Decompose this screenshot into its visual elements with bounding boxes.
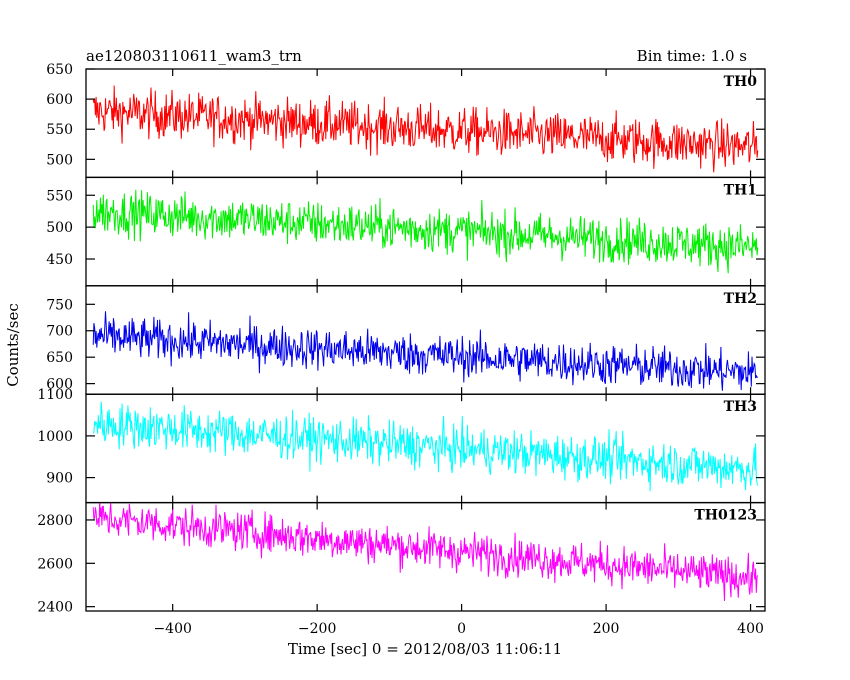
panel-label: TH0 bbox=[724, 74, 758, 90]
panel-th1: 450 500 550 TH1 bbox=[46, 176, 766, 287]
bin-time-label: Bin time: 1.0 s bbox=[637, 47, 747, 65]
panel-th0: 500 550 600 650 TH0 bbox=[46, 62, 766, 179]
panel-label: TH0123 bbox=[694, 508, 757, 524]
x-axis-label: Time [sec] 0 = 2012/08/03 11:06:11 bbox=[288, 640, 562, 658]
y-tick-label: 650 bbox=[46, 350, 73, 366]
y-tick-label: 700 bbox=[46, 324, 73, 340]
y-tick-label: 500 bbox=[46, 152, 73, 168]
y-tick-label: 600 bbox=[46, 377, 73, 393]
y-tick-label: 1000 bbox=[37, 429, 73, 445]
y-tick-label: 900 bbox=[46, 471, 73, 487]
x-tick-label: 400 bbox=[737, 621, 764, 637]
y-tick-label: 450 bbox=[46, 252, 73, 268]
y-tick-label: 2400 bbox=[37, 600, 73, 616]
y-axis-label: Counts/sec bbox=[4, 303, 22, 387]
panel-th2: 600 650 700 750 TH2 bbox=[46, 285, 766, 395]
panel-th0123: 2400 2600 2800 TH0123 bbox=[37, 501, 766, 616]
series-line-th0123 bbox=[92, 502, 759, 602]
y-tick-label: 600 bbox=[46, 92, 73, 108]
x-tick-label: −200 bbox=[298, 621, 336, 637]
series-line-th1 bbox=[92, 189, 759, 274]
panel-label: TH1 bbox=[724, 182, 757, 198]
y-tick-label: 2800 bbox=[37, 513, 73, 529]
chart-title: ae120803110611_wam3_trn bbox=[86, 47, 302, 65]
panel-th3: 900 1000 1100 TH3 bbox=[37, 387, 766, 504]
series-line-th3 bbox=[92, 401, 759, 492]
x-axis: −400 −200 0 200 400 bbox=[153, 621, 763, 637]
panel-label: TH3 bbox=[724, 399, 757, 415]
y-tick-label: 650 bbox=[46, 62, 73, 78]
x-tick-label: 200 bbox=[593, 621, 620, 637]
panel-frame bbox=[85, 501, 766, 612]
panel-frame bbox=[85, 393, 766, 504]
x-tick-label: 0 bbox=[457, 621, 466, 637]
panel-label: TH2 bbox=[724, 291, 757, 307]
y-tick-label: 2600 bbox=[37, 556, 73, 572]
x-tick-label: −400 bbox=[153, 621, 191, 637]
y-tick-label: 550 bbox=[46, 122, 73, 138]
panels-group: 500 550 600 650 TH0 450 500 550 TH1 600 650 700 750 T… bbox=[37, 62, 766, 616]
series-line-th0 bbox=[92, 85, 759, 173]
series-line-th2 bbox=[92, 311, 758, 391]
y-tick-label: 500 bbox=[46, 220, 73, 236]
y-tick-label: 550 bbox=[46, 188, 73, 204]
y-tick-label: 1100 bbox=[37, 387, 73, 403]
y-tick-label: 750 bbox=[46, 297, 73, 313]
